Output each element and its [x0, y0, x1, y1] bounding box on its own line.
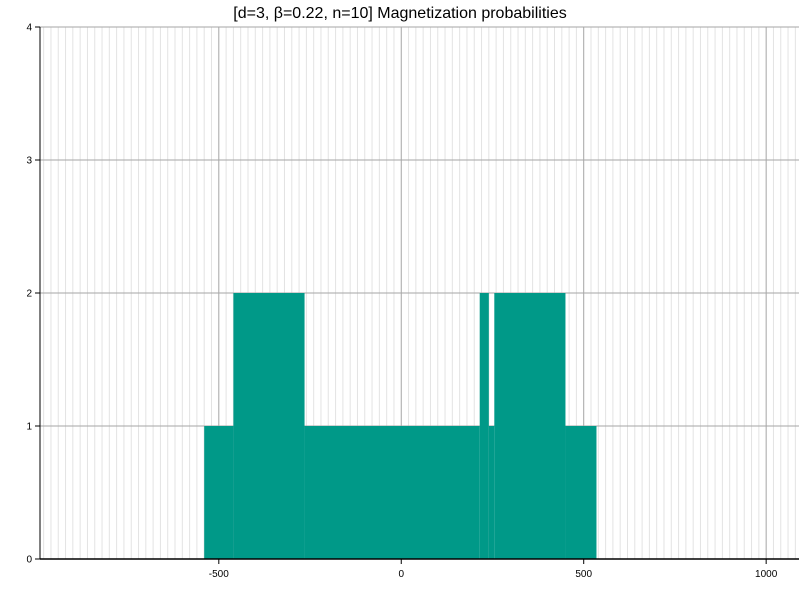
histogram-bar	[488, 426, 495, 559]
y-tick-labels: 0 1 2 3 4	[26, 23, 32, 566]
x-tick-label: 500	[575, 569, 592, 580]
histogram-bar	[479, 293, 489, 559]
x-tick-label: -500	[209, 569, 229, 580]
histogram-bar	[233, 293, 305, 559]
chart-title: [d=3, β=0.22, n=10] Magnetization probab…	[233, 5, 566, 22]
y-tick-label: 1	[26, 422, 32, 433]
histogram-bar	[304, 426, 480, 559]
histogram-bar	[565, 426, 597, 559]
y-tick-label: 4	[26, 23, 32, 34]
y-tick-label: 3	[26, 156, 32, 167]
x-tick-label: 0	[398, 569, 404, 580]
y-tick-label: 0	[26, 555, 32, 566]
histogram-bar	[204, 426, 234, 559]
axes	[35, 26, 799, 564]
histogram-bars	[204, 293, 597, 559]
y-tick-label: 2	[26, 289, 32, 300]
histogram-bar	[494, 293, 566, 559]
x-tick-labels: -500 0 500 1000	[209, 569, 778, 580]
x-tick-label: 1000	[755, 569, 778, 580]
